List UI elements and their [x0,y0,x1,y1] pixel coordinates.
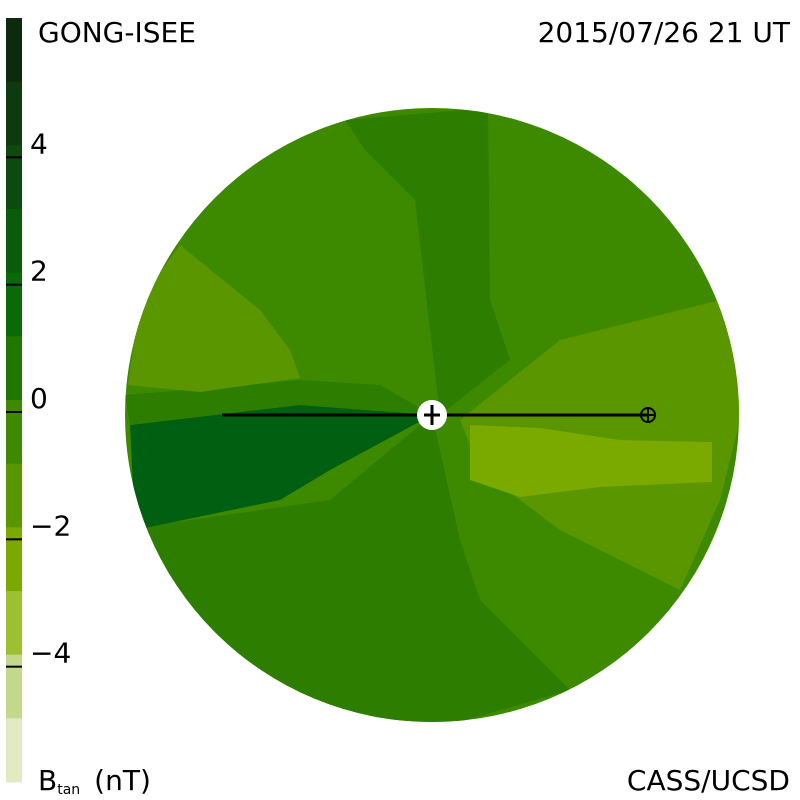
colorbar-band [6,145,22,210]
colorbar-tick-label: 4 [30,127,48,160]
timestamp: 2015/07/26 21 UT [538,16,791,49]
source-label: GONG-ISEE [38,16,196,49]
colorbar-tick-label: −4 [30,637,71,670]
colorbar-band [6,81,22,146]
colorbar-tick-label: 0 [30,382,48,415]
symbol: B [38,764,57,797]
colorbar-band [6,400,22,465]
colorbar-band [6,654,22,719]
subscript: tan [57,782,80,798]
colorbar-band [6,18,22,83]
colorbar-band [6,527,22,592]
colorbar-band [6,718,22,783]
unit: (nT) [94,764,151,797]
colorbar-tick-label: 2 [30,255,48,288]
colorbar-band [6,272,22,337]
colorbar-label: Btan (nT) [38,764,151,798]
colorbar-band [6,591,22,656]
colorbar-band [6,336,22,401]
credit: CASS/UCSD [627,764,790,797]
colorbar-tick-label: −2 [30,509,71,542]
colorbar-band [6,209,22,274]
colorbar-band [6,463,22,528]
